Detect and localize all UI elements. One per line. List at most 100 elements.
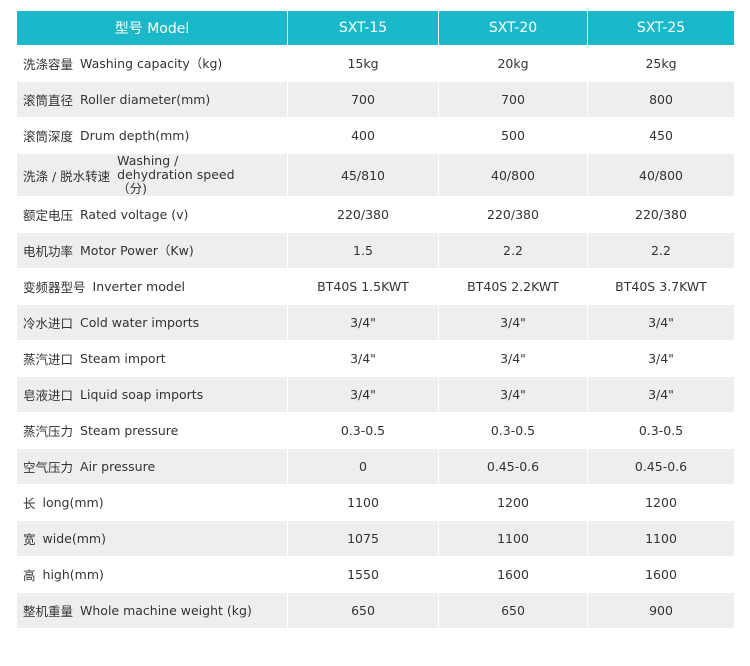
row-label-zh: 滚筒深度 [23,129,74,144]
cell-value: 25kg [588,45,734,81]
cell-value: 500 [439,117,588,153]
row-label-zh: 整机重量 [23,604,74,619]
row-label-zh: 空气压力 [23,460,74,475]
row-label-en: Roller diameter(mm) [80,91,211,107]
header-model-2: SXT-20 [439,11,588,45]
row-label-zh: 蒸汽压力 [23,424,74,439]
cell-value: 45/810 [288,153,439,196]
cell-value: 3/4" [588,376,734,412]
table-row: 空气压力 Air pressure 0 0.45-0.6 0.45-0.6 [17,448,734,484]
row-label: 长 long(mm) [17,484,288,520]
row-label: 整机重量 Whole machine weight (kg) [17,592,288,628]
table-row: 宽 wide(mm) 1075 1100 1100 [17,520,734,556]
cell-value: 3/4" [288,376,439,412]
cell-value: 400 [288,117,439,153]
row-label-en: Rated voltage (v) [80,206,189,222]
cell-value: 1600 [588,556,734,592]
cell-value: 220/380 [439,196,588,232]
row-label: 变频器型号 Inverter model [17,268,288,304]
cell-value: 450 [588,117,734,153]
row-label: 皂液进口 Liquid soap imports [17,376,288,412]
cell-value: 3/4" [439,340,588,376]
row-label-zh: 蒸汽进口 [23,352,74,367]
table-row: 整机重量 Whole machine weight (kg) 650 650 90… [17,592,734,628]
cell-value: 0 [288,448,439,484]
cell-value: 3/4" [439,376,588,412]
cell-value: 220/380 [588,196,734,232]
cell-value: 700 [439,81,588,117]
row-label-zh: 洗涤容量 [23,57,74,72]
table-row: 长 long(mm) 1100 1200 1200 [17,484,734,520]
cell-value: 1.5 [288,232,439,268]
cell-value: 0.3-0.5 [439,412,588,448]
row-label: 洗涤容量 Washing capacity（kg) [17,45,288,81]
cell-value: 15kg [288,45,439,81]
cell-value: 1200 [588,484,734,520]
row-label: 空气压力 Air pressure [17,448,288,484]
table-row: 洗涤 / 脱水转速 Washing / dehydration speed（分) … [17,153,734,196]
cell-value: 0.3-0.5 [588,412,734,448]
row-label-zh: 冷水进口 [23,316,74,331]
spec-table: 型号 Model SXT-15 SXT-20 SXT-25 洗涤容量 Washin… [17,11,734,628]
table-row: 电机功率 Motor Power（Kw) 1.5 2.2 2.2 [17,232,734,268]
cell-value: BT40S 2.2KWT [439,268,588,304]
row-label: 洗涤 / 脱水转速 Washing / dehydration speed（分) [17,153,288,196]
cell-value: 700 [288,81,439,117]
cell-value: 2.2 [439,232,588,268]
row-label: 滚筒深度 Drum depth(mm) [17,117,288,153]
header-row: 型号 Model SXT-15 SXT-20 SXT-25 [17,11,734,45]
row-label: 电机功率 Motor Power（Kw) [17,232,288,268]
cell-value: 1600 [439,556,588,592]
table-row: 高 high(mm) 1550 1600 1600 [17,556,734,592]
cell-value: 650 [288,592,439,628]
row-label-en: Washing capacity（kg) [80,55,223,71]
row-label-en: Motor Power（Kw) [80,242,194,258]
row-label-en: Whole machine weight (kg) [80,602,252,618]
row-label: 冷水进口 Cold water imports [17,304,288,340]
header-model-3: SXT-25 [588,11,734,45]
cell-value: 3/4" [288,304,439,340]
row-label: 蒸汽进口 Steam import [17,340,288,376]
row-label-en: long(mm) [42,494,104,510]
table-row: 蒸汽压力 Steam pressure 0.3-0.5 0.3-0.5 0.3-0… [17,412,734,448]
row-label-zh: 洗涤 / 脱水转速 [23,168,111,184]
row-label-en: Liquid soap imports [80,386,204,402]
table-row: 洗涤容量 Washing capacity（kg) 15kg 20kg 25kg [17,45,734,81]
cell-value: 40/800 [439,153,588,196]
table-row: 变频器型号 Inverter model BT40S 1.5KWT BT40S 2… [17,268,734,304]
cell-value: 3/4" [439,304,588,340]
header-model-1: SXT-15 [288,11,439,45]
cell-value: 2.2 [588,232,734,268]
cell-value: 1550 [288,556,439,592]
cell-value: 1075 [288,520,439,556]
row-label: 蒸汽压力 Steam pressure [17,412,288,448]
row-label: 额定电压 Rated voltage (v) [17,196,288,232]
cell-value: 220/380 [288,196,439,232]
cell-value: 0.3-0.5 [288,412,439,448]
table-row: 皂液进口 Liquid soap imports 3/4" 3/4" 3/4" [17,376,734,412]
row-label-en: Cold water imports [80,314,200,330]
cell-value: 3/4" [588,304,734,340]
table-row: 滚筒深度 Drum depth(mm) 400 500 450 [17,117,734,153]
row-label-zh: 皂液进口 [23,388,74,403]
cell-value: 650 [439,592,588,628]
row-label-zh: 滚筒直径 [23,93,74,108]
cell-value: 1100 [439,520,588,556]
table-row: 蒸汽进口 Steam import 3/4" 3/4" 3/4" [17,340,734,376]
row-label-en: Steam import [80,350,166,366]
row-label-en: Washing / dehydration speed（分) [117,153,235,196]
cell-value: 900 [588,592,734,628]
cell-value: 1200 [439,484,588,520]
header-model-label: 型号 Model [17,11,288,45]
row-label-zh: 电机功率 [23,244,74,259]
cell-value: 3/4" [588,340,734,376]
row-label: 滚筒直径 Roller diameter(mm) [17,81,288,117]
table-row: 冷水进口 Cold water imports 3/4" 3/4" 3/4" [17,304,734,340]
row-label-zh: 宽 [23,532,36,547]
cell-value: 20kg [439,45,588,81]
row-label-zh: 额定电压 [23,208,74,223]
row-label-zh: 高 [23,568,36,583]
cell-value: 1100 [288,484,439,520]
row-label: 高 high(mm) [17,556,288,592]
row-label-zh: 长 [23,496,36,511]
